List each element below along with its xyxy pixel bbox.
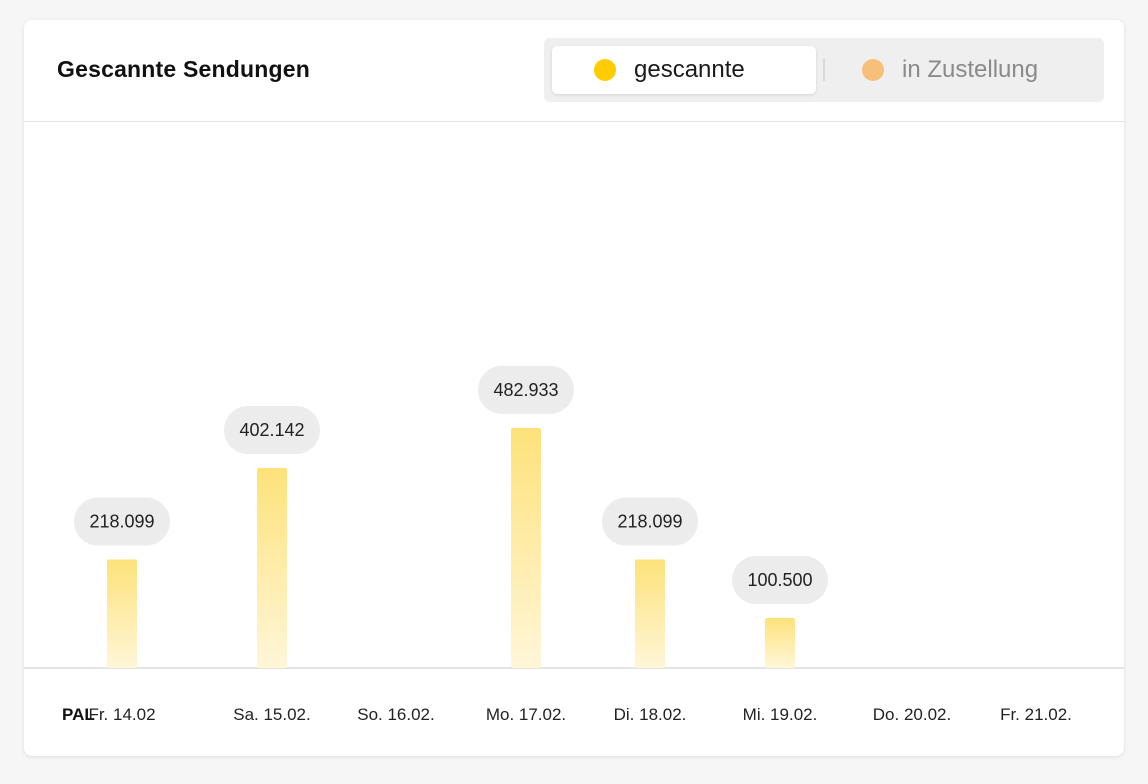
data-label-pill bbox=[478, 365, 574, 414]
x-axis-prefix: PAL bbox=[62, 705, 95, 724]
data-label: 100.500 bbox=[747, 570, 812, 590]
bar[interactable] bbox=[107, 559, 137, 668]
scanned-dot-icon bbox=[594, 59, 616, 81]
toggle-divider bbox=[823, 59, 825, 81]
data-label-pill bbox=[224, 406, 320, 455]
data-label-pill bbox=[602, 497, 698, 546]
chart-title: Gescannte Sendungen bbox=[57, 56, 311, 82]
bar-chart: PAL 218.099402.142482.933218.099100.500 … bbox=[24, 365, 1124, 724]
x-tick-label: Mi. 19.02. bbox=[743, 705, 818, 724]
toggle-in-delivery-label: in Zustellung bbox=[902, 56, 1039, 83]
x-tick-label: Di. 18.02. bbox=[614, 705, 687, 724]
data-label: 218.099 bbox=[89, 512, 154, 532]
data-label: 402.142 bbox=[239, 420, 304, 440]
bar[interactable] bbox=[511, 427, 541, 668]
data-label-pill bbox=[732, 556, 828, 605]
data-label-pill bbox=[74, 497, 170, 546]
x-tick-label: Fr. 14.02 bbox=[88, 705, 155, 724]
x-tick-label: Do. 20.02. bbox=[873, 705, 951, 724]
x-tick-label: Sa. 15.02. bbox=[233, 705, 311, 724]
bar[interactable] bbox=[765, 618, 795, 668]
chart-card: Gescannte Sendungen gescannte in Zustell… bbox=[24, 20, 1124, 756]
card-header: Gescannte Sendungen gescannte in Zustell… bbox=[24, 20, 1124, 122]
data-label: 218.099 bbox=[617, 512, 682, 532]
in-delivery-dot-icon bbox=[862, 59, 884, 81]
data-label: 482.933 bbox=[493, 380, 558, 400]
toggle-in-delivery-button[interactable]: in Zustellung bbox=[862, 46, 1092, 94]
bar[interactable] bbox=[257, 468, 287, 668]
bar[interactable] bbox=[635, 559, 665, 668]
series-toggle: gescannte in Zustellung bbox=[544, 38, 1104, 102]
x-tick-label: So. 16.02. bbox=[357, 705, 435, 724]
toggle-scanned-label: gescannte bbox=[634, 56, 745, 83]
x-tick-label: Fr. 21.02. bbox=[1000, 705, 1072, 724]
x-tick-label: Mo. 17.02. bbox=[486, 705, 566, 724]
toggle-scanned-button[interactable]: gescannte bbox=[552, 46, 816, 94]
